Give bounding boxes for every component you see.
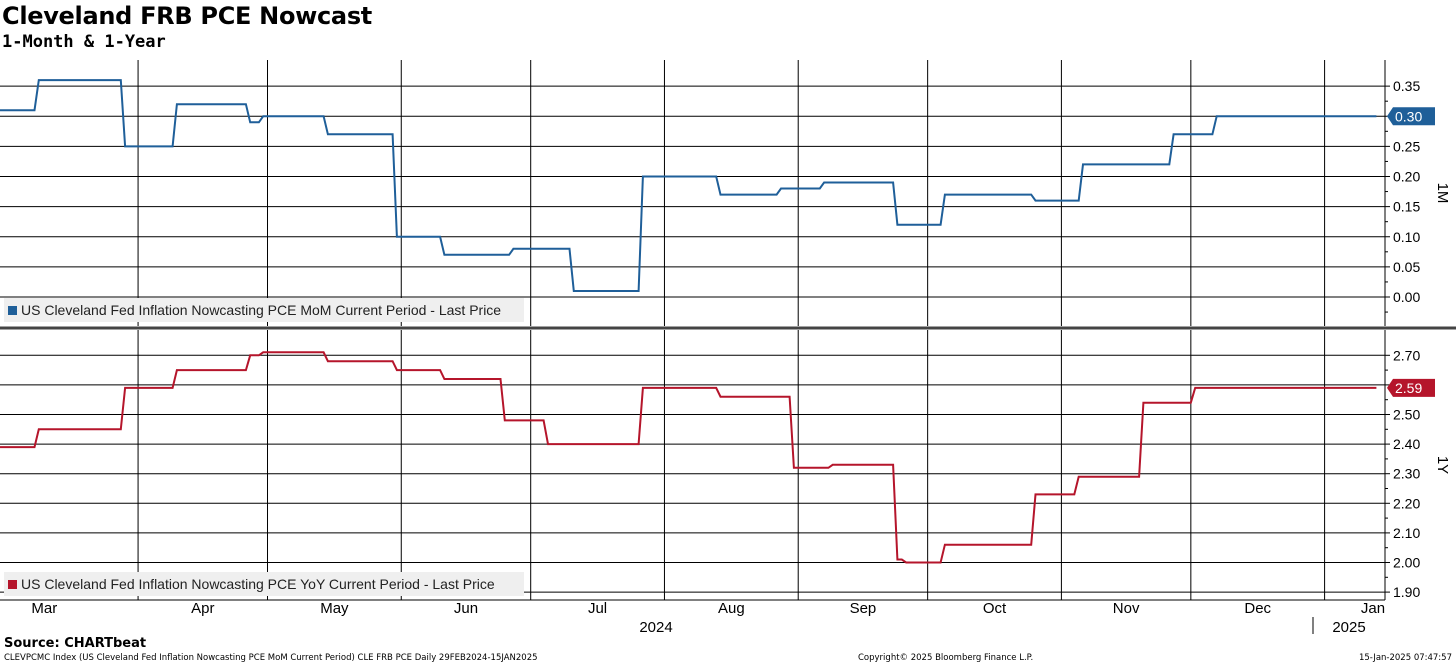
x-tick-label-month: Dec (1244, 600, 1271, 617)
copyright-note: Copyright© 2025 Bloomberg Finance L.P. (858, 653, 1034, 663)
last-value-badge (1387, 107, 1435, 126)
yoy-panel: 2.702.602.502.402.302.202.102.001.902.59… (0, 330, 1451, 600)
y-tick-label: 2.50 (1393, 407, 1420, 423)
x-tick-label-year: 2024 (639, 619, 672, 636)
y-tick-label: 0.00 (1393, 289, 1420, 305)
y-tick-label: 0.05 (1393, 259, 1420, 275)
mom-series-line (0, 79, 1377, 292)
y-tick-label: 0.20 (1393, 169, 1420, 185)
x-tick-label-month: Aug (718, 600, 745, 617)
chart-subtitle: 1-Month & 1-Year (2, 32, 166, 52)
x-tick-label-month: Mar (31, 600, 57, 617)
chart-title: Cleveland FRB PCE Nowcast (2, 2, 372, 30)
panel-axis-label: 1M (1434, 183, 1451, 204)
y-tick-label: 2.70 (1393, 347, 1420, 363)
legend-label: US Cleveland Fed Inflation Nowcasting PC… (21, 302, 501, 318)
x-tick-label-month: May (320, 600, 349, 617)
x-tick-label-month: Nov (1113, 600, 1140, 617)
y-tick-label: 2.40 (1393, 436, 1420, 452)
legend-swatch (8, 580, 17, 589)
legend-box (4, 572, 524, 596)
x-tick-label-month: Jan (1361, 600, 1385, 617)
legend-box (4, 298, 524, 322)
legend-label: US Cleveland Fed Inflation Nowcasting PC… (21, 576, 495, 592)
mom-panel: 0.350.300.250.200.150.100.050.000.301MUS… (0, 60, 1451, 326)
y-tick-label: 2.00 (1393, 555, 1420, 571)
last-value-badge (1387, 378, 1435, 397)
y-tick-label: 0.15 (1393, 199, 1420, 215)
y-tick-label: 0.25 (1393, 138, 1420, 154)
last-value-label: 2.59 (1395, 380, 1422, 396)
x-tick-label-month: Jun (454, 600, 478, 617)
x-tick-label-month: Oct (983, 600, 1007, 617)
y-tick-label: 2.20 (1393, 495, 1420, 511)
x-tick-label-month: Jul (588, 600, 607, 617)
source-label: Source: CHARTbeat (4, 636, 147, 651)
y-tick-label: 2.30 (1393, 466, 1420, 482)
x-tick-label-month: Apr (191, 600, 214, 617)
y-tick-label: 1.90 (1393, 584, 1420, 600)
y-tick-label: 0.35 (1393, 78, 1420, 94)
last-value-label: 0.30 (1395, 108, 1422, 124)
x-tick-label-year: 2025 (1332, 619, 1365, 636)
timestamp: 15-Jan-2025 07:47:57 (1358, 653, 1452, 663)
y-tick-label: 2.10 (1393, 525, 1420, 541)
series-ticker-note: CLEVPCMC Index (US Cleveland Fed Inflati… (4, 653, 538, 663)
legend-swatch (8, 306, 17, 315)
y-tick-label: 0.10 (1393, 229, 1420, 245)
x-tick-label-month: Sep (850, 600, 877, 617)
panel-axis-label: 1Y (1434, 456, 1451, 474)
yoy-series-line (0, 351, 1377, 564)
